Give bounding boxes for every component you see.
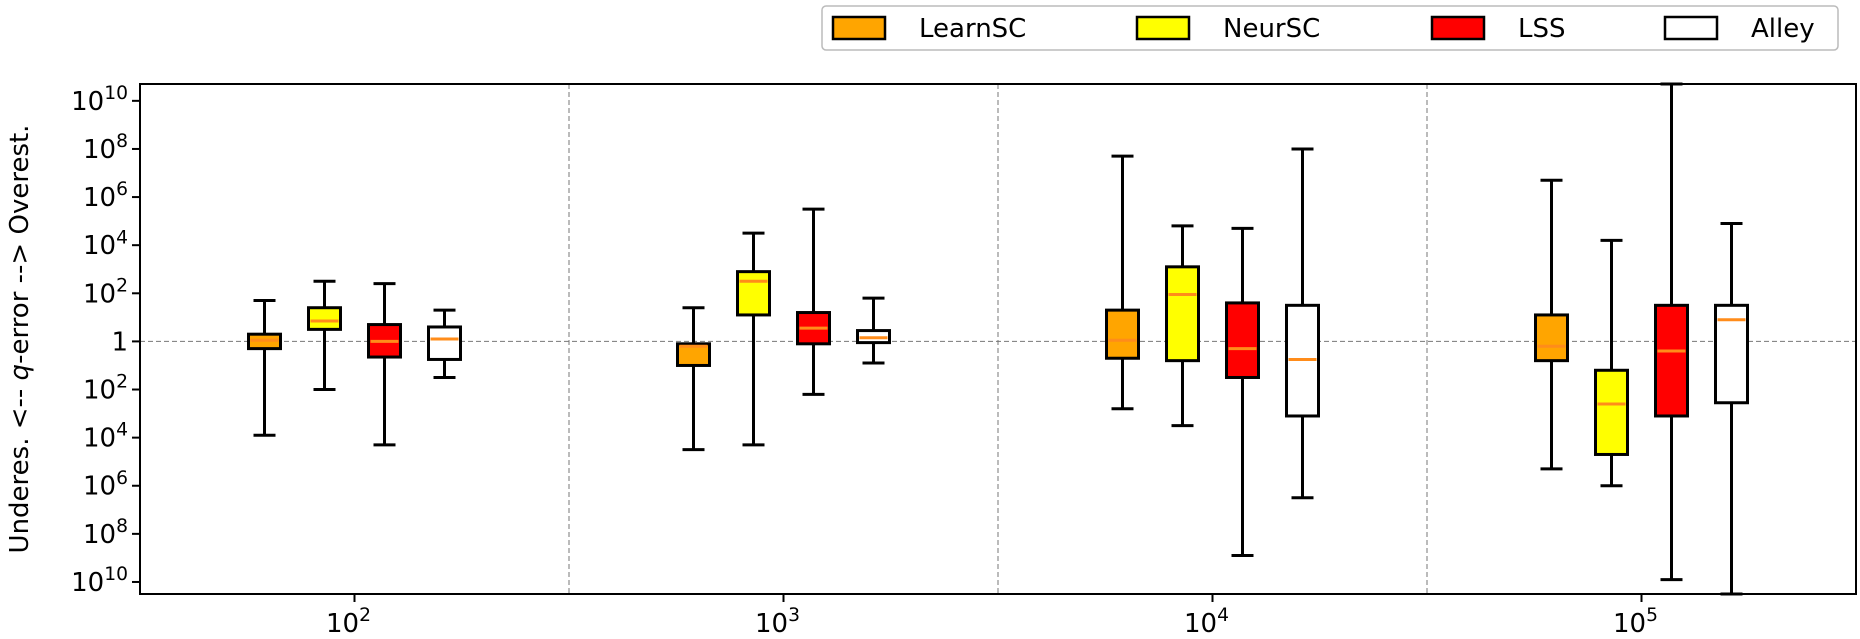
- y-tick-label: 108: [83, 516, 128, 550]
- y-tick-label: 1: [111, 327, 128, 357]
- lss-box: [1654, 303, 1689, 418]
- legend-swatch-learnsc: [831, 15, 887, 41]
- neursc-box: [1165, 265, 1200, 363]
- y-tick-label: 106: [83, 179, 128, 213]
- legend-swatch-neursc: [1135, 15, 1191, 41]
- neursc-box: [736, 270, 771, 317]
- y-tick-label: 102: [83, 372, 128, 406]
- y-tick-label: 1010: [71, 564, 128, 598]
- legend-frame: [821, 5, 1839, 51]
- legend: LearnSC NeurSC LSS Alley: [821, 5, 1839, 51]
- neursc-box: [307, 306, 342, 331]
- neursc-box: [1594, 368, 1629, 456]
- x-tick-label: 104: [1184, 605, 1229, 639]
- alley-box: [427, 325, 462, 361]
- grid-lines: [140, 84, 1856, 594]
- y-axis-label: Underes. <-- q-error --> Overest.: [5, 125, 35, 554]
- x-tick-label: 103: [755, 605, 800, 639]
- y-tick-label: 102: [83, 275, 128, 309]
- y-tick-label: 106: [83, 468, 128, 502]
- plot-frame: [139, 83, 1857, 595]
- legend-label-neursc: NeurSC: [1223, 14, 1320, 44]
- legend-swatch-lss: [1430, 15, 1486, 41]
- box-plots: [247, 82, 1749, 596]
- legend-label-learnsc: LearnSC: [919, 14, 1026, 44]
- y-tick-label: 104: [83, 227, 128, 261]
- learnsc-box: [1534, 313, 1569, 363]
- legend-label-lss: LSS: [1518, 14, 1566, 44]
- x-tick-label: 105: [1613, 605, 1658, 639]
- y-tick-label: 108: [83, 131, 128, 165]
- learnsc-box: [1105, 308, 1140, 360]
- x-tick-label: 102: [326, 605, 371, 639]
- y-tick-label: 1010: [71, 83, 128, 117]
- alley-box: [1714, 303, 1749, 405]
- lss-box: [1225, 301, 1260, 379]
- y-tick-label: 104: [83, 420, 128, 454]
- learnsc-box: [676, 342, 711, 367]
- legend-label-alley: Alley: [1751, 14, 1815, 44]
- axes: 1010 108 106 104 102 1 102 104 106 108 1010 102 103 1…: [5, 83, 1658, 639]
- legend-swatch-alley: [1663, 15, 1719, 41]
